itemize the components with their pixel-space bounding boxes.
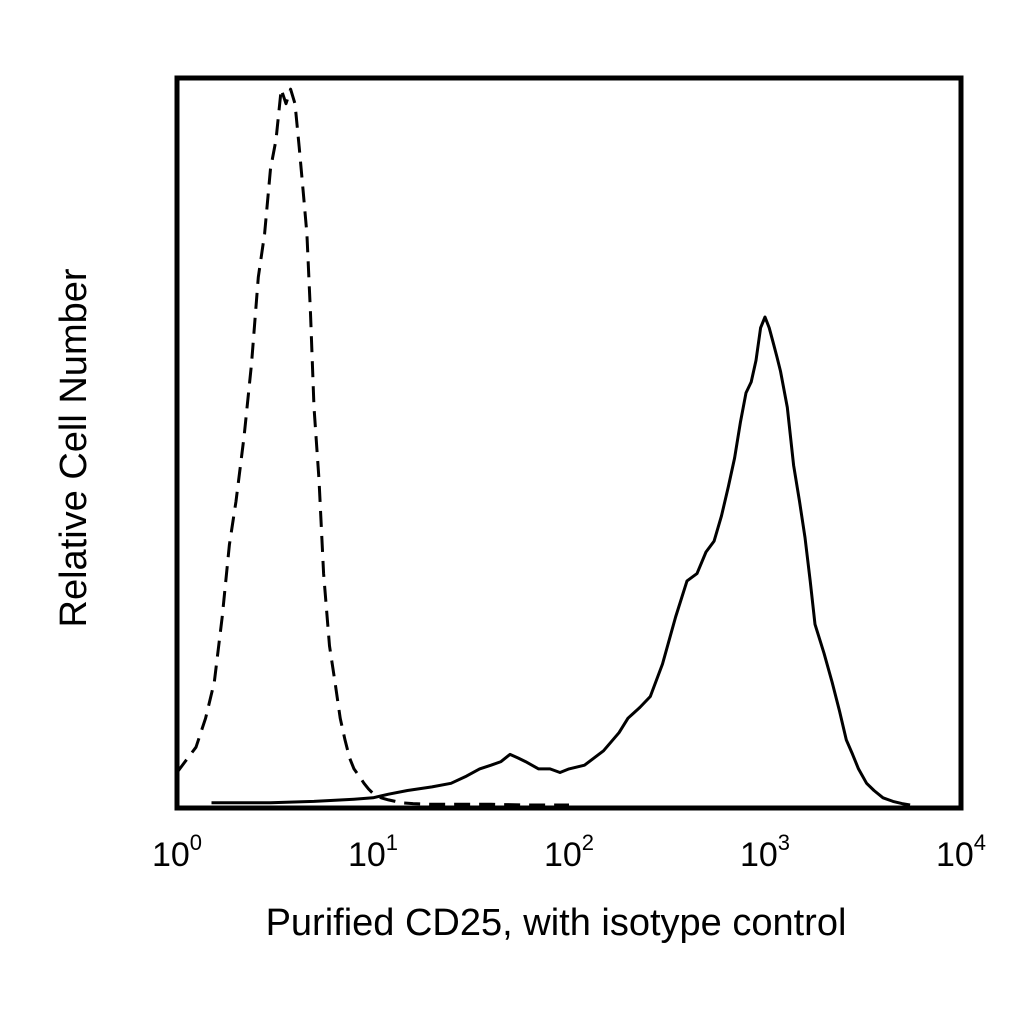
x-tick-base: 10 — [152, 836, 190, 874]
x-tick-base: 10 — [544, 836, 582, 874]
x-tick-label: 100 — [152, 830, 202, 874]
x-tick-exponent: 0 — [190, 830, 202, 855]
cd25-histogram-line — [211, 315, 911, 807]
x-tick-exponent: 1 — [386, 830, 398, 855]
x-tick-label: 103 — [740, 830, 790, 874]
x-tick-base: 10 — [740, 836, 778, 874]
x-tick-exponent: 4 — [974, 830, 986, 855]
x-tick-label: 102 — [544, 830, 594, 874]
x-tick-label: 104 — [936, 830, 986, 874]
x-tick-base: 10 — [348, 836, 386, 874]
plot-area-frame — [174, 75, 964, 811]
y-axis-title: Relative Cell Number — [53, 268, 95, 627]
series-layer — [175, 87, 911, 807]
x-tick-exponent: 3 — [778, 830, 790, 855]
isotype-control-histogram-line — [175, 87, 569, 807]
x-axis-title: Purified CD25, with isotype control — [266, 902, 847, 944]
x-tick-labels: 100 101 102 103 104 — [152, 830, 986, 874]
x-tick-label: 101 — [348, 830, 398, 874]
x-tick-base: 10 — [936, 836, 974, 874]
x-tick-exponent: 2 — [582, 830, 594, 855]
